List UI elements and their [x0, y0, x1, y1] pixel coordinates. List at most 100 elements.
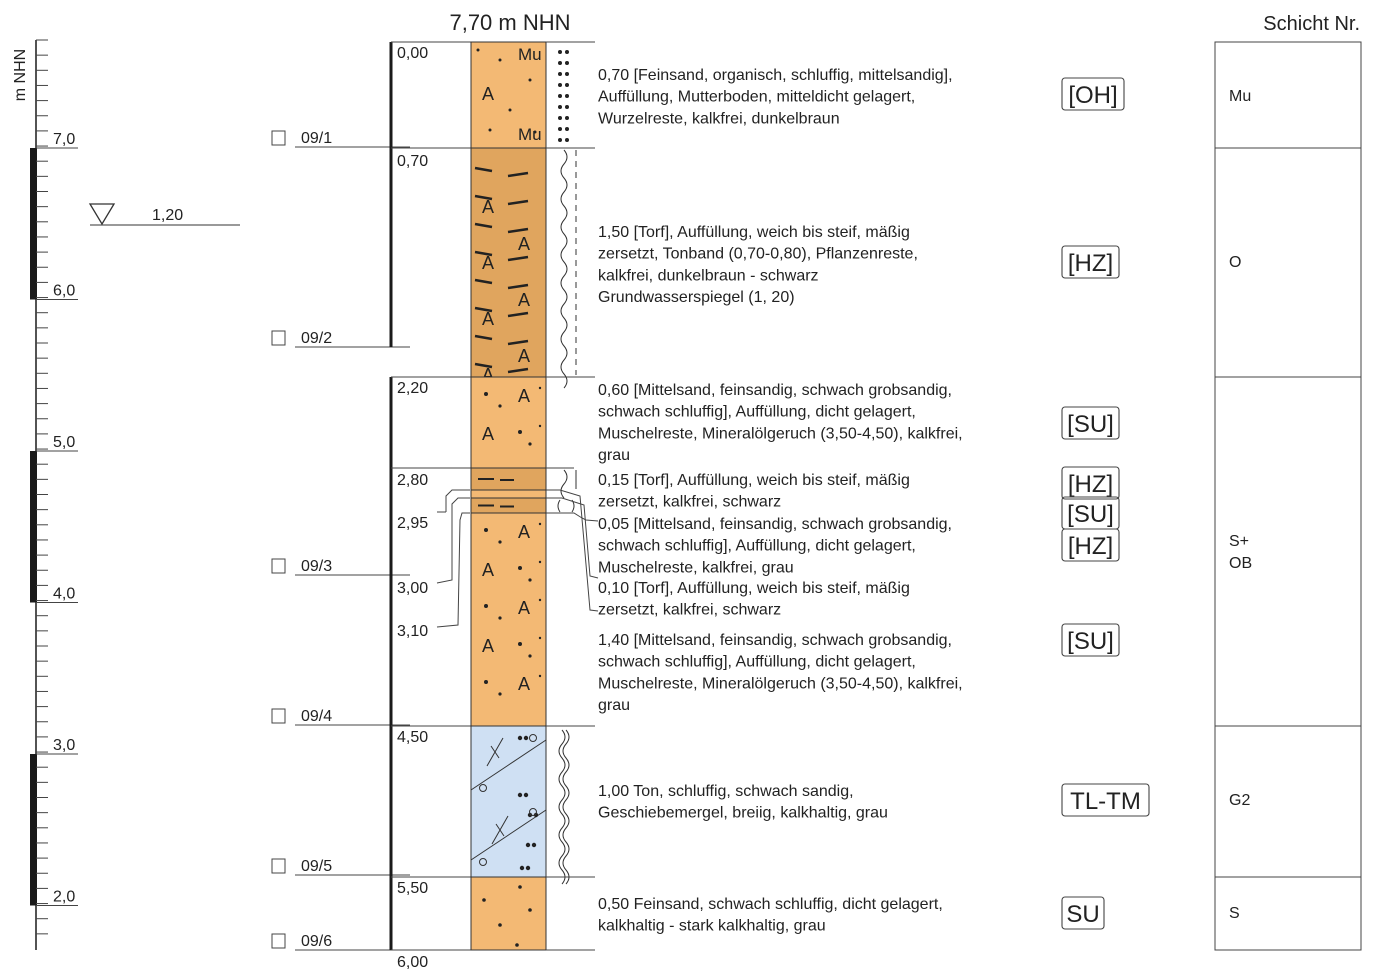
- soil-layer: [470, 876, 547, 951]
- pattern-dot: [498, 692, 502, 696]
- pattern-dot: [515, 943, 519, 947]
- pattern-circle: [529, 734, 537, 742]
- depth-label: 5,50: [397, 880, 428, 897]
- layer-column-title: Schicht Nr.: [1263, 13, 1360, 35]
- pattern-symbol: A: [482, 84, 494, 104]
- pattern-symbol: A: [518, 386, 530, 406]
- description-line: Muschelreste, Mineralölgeruch (3,50-4,50…: [598, 425, 963, 442]
- layer-number: O: [1229, 254, 1241, 271]
- depth-label: 3,00: [397, 580, 428, 597]
- consistency-dot: [565, 138, 569, 142]
- description-line: schwach schluffig], Auffüllung, dicht ge…: [598, 404, 916, 421]
- layer-description: 1,50 [Torf], Auffüllung, weich bis steif…: [598, 224, 918, 306]
- pattern-dot: [518, 566, 522, 570]
- layer-number: Mu: [1229, 88, 1251, 105]
- depth-label: 4,50: [397, 729, 428, 746]
- description-line: 0,50 Feinsand, schwach schluffig, dicht …: [598, 896, 943, 913]
- peat-dash: [507, 227, 529, 234]
- depth-label: 2,95: [397, 515, 428, 532]
- pattern-dot: [484, 604, 488, 608]
- soil-class-box: [1061, 466, 1120, 500]
- pattern-symbol: A: [518, 234, 530, 254]
- axis-scale-block: [30, 451, 37, 603]
- consistency-wavy: [560, 469, 568, 499]
- soil-class-label: SU: [1066, 901, 1099, 928]
- soil-class-label: [SU]: [1067, 501, 1114, 528]
- soil-layer: [470, 489, 547, 499]
- clay-hatch: [470, 809, 547, 861]
- sample-box: [271, 933, 286, 949]
- pattern-symbol: A: [482, 197, 494, 217]
- layer-description: 1,00 Ton, schluffig, schwach sandig, Gesc…: [598, 783, 888, 822]
- consistency-dot: [558, 105, 562, 109]
- depth-label: 3,10: [397, 623, 428, 640]
- consistency-dot: [565, 127, 569, 131]
- pattern-dot: [498, 58, 502, 62]
- pattern-symbol: A: [518, 346, 530, 366]
- consistency-dot: [558, 94, 562, 98]
- axis-label: m NHN: [12, 49, 29, 101]
- pattern-dot: [523, 735, 529, 741]
- pattern-dot: [538, 560, 542, 564]
- consistency-dot: [558, 72, 562, 76]
- soil-class-label: [HZ]: [1068, 533, 1113, 560]
- description-line: 0,10 [Torf], Auffüllung, weich bis steif…: [598, 580, 910, 597]
- peat-dash: [474, 334, 493, 341]
- pattern-dot: [527, 812, 533, 818]
- consistency-dot: [558, 83, 562, 87]
- sample-box: [271, 708, 286, 724]
- description-line: kalkfrei, dunkelbraun - schwarz: [598, 267, 819, 284]
- pattern-symbol: A: [482, 253, 494, 273]
- consistency-dot: [558, 127, 562, 131]
- leader-line: [546, 497, 599, 579]
- pattern-symbol: A: [518, 598, 530, 618]
- sample-id: 09/5: [301, 858, 332, 875]
- consistency-symbols: [546, 41, 599, 951]
- pattern-dot: [528, 442, 532, 446]
- description-line: Auffüllung, Mutterboden, mitteldicht gel…: [598, 89, 915, 106]
- pattern-dot: [517, 735, 523, 741]
- description-line: 1,40 [Mittelsand, feinsandig, schwach gr…: [598, 632, 952, 649]
- layer-description: 0,05 [Mittelsand, feinsandig, schwach gr…: [598, 516, 952, 576]
- soil-class-box: [1061, 245, 1120, 279]
- pattern-dot: [484, 392, 488, 396]
- peat-dash: [474, 194, 493, 201]
- description-line: grau: [598, 697, 630, 714]
- layer-number: S: [1229, 905, 1240, 922]
- depth-labels: 0,00 0,70 2,20 2,80 2,95 3,00 3,10 4,50 5,50 6,00: [391, 41, 472, 971]
- pattern-dot: [476, 48, 480, 52]
- pattern-symbol: A: [482, 424, 494, 444]
- description-line: Grundwasserspiegel (1, 20): [598, 289, 795, 306]
- pattern-dot: [518, 430, 522, 434]
- pattern-dot: [482, 898, 486, 902]
- pattern-dot: [525, 842, 531, 848]
- pattern-circle: [479, 784, 487, 792]
- axis-scale-block: [30, 754, 37, 906]
- pattern-dot: [498, 923, 502, 927]
- pattern-dot: [528, 654, 532, 658]
- leader-line: [546, 512, 599, 522]
- pattern-dot: [484, 528, 488, 532]
- consistency-dot: [565, 50, 569, 54]
- soil-classes: [OH] [HZ] [SU] [HZ] [SU] [HZ] [SU] TL-TM SU: [1061, 77, 1150, 930]
- layer-description: 0,15 [Torf], Auffüllung, weich bis steif…: [598, 472, 910, 511]
- sample-box: [271, 558, 286, 574]
- soil-class-box: [1061, 623, 1120, 657]
- soil-class-label: [HZ]: [1068, 250, 1113, 277]
- pattern-dot: [498, 616, 502, 620]
- description-line: Muschelreste, kalkfrei, grau: [598, 559, 794, 576]
- groundwater-marker: 1,20: [88, 203, 240, 226]
- description-line: 1,00 Ton, schluffig, schwach sandig,: [598, 783, 854, 800]
- pattern-dot: [538, 598, 542, 602]
- pattern-dot: [533, 130, 537, 134]
- peat-dash: [474, 222, 493, 229]
- pattern-symbol: Mu: [518, 125, 542, 144]
- consistency-wavy: [557, 499, 575, 513]
- sample-id: 09/2: [301, 330, 332, 347]
- soil-class-box: [1061, 77, 1125, 111]
- description-line: grau: [598, 447, 630, 464]
- pattern-dot: [498, 404, 502, 408]
- depth-label: 6,00: [397, 954, 428, 971]
- pattern-dot: [538, 636, 542, 640]
